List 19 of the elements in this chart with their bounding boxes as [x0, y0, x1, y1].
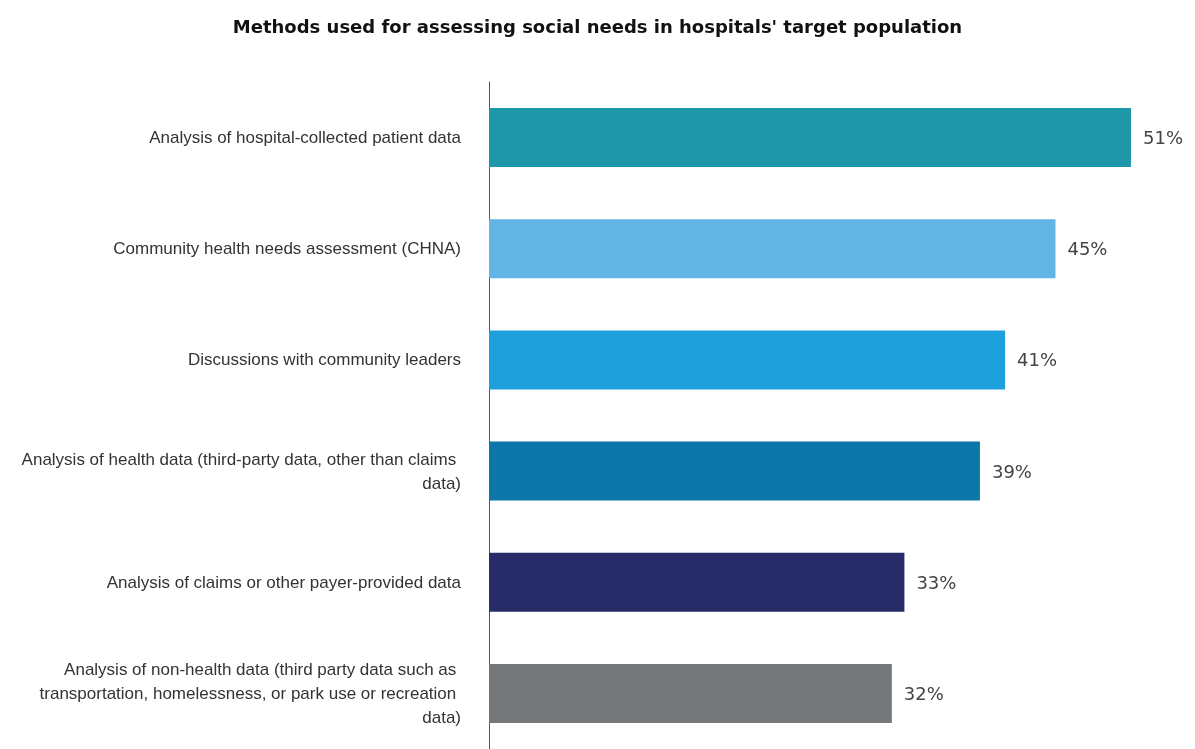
y-tick-label: Analysis of health data (third-party data, other than claims data): [21, 449, 461, 493]
y-tick-label: Community health needs assessment (CHNA): [113, 239, 461, 259]
y-tick-label: Analysis of non-health data (third party data such as transportation, homelessness, or park use or recreation data): [39, 659, 461, 727]
bar: [489, 663, 892, 723]
bar: [489, 441, 980, 501]
bar: [489, 330, 1006, 390]
bar: [489, 108, 1131, 168]
data-label: 45%: [1067, 238, 1108, 260]
y-tick-label: Analysis of claims or other payer-provided data: [106, 572, 462, 592]
data-label: 32%: [903, 682, 944, 704]
data-label: 51%: [1143, 127, 1184, 149]
data-label: 39%: [991, 460, 1032, 482]
bar: [489, 219, 1056, 279]
y-tick-label: Analysis of hospital-collected patient data: [149, 128, 462, 148]
bar: [489, 552, 905, 612]
data-label: 33%: [916, 571, 957, 593]
y-tick-label: Discussions with community leaders: [187, 350, 461, 370]
data-label: 41%: [1017, 349, 1058, 371]
chart-title: Methods used for assessing social needs in hospitals' target population: [232, 15, 963, 37]
